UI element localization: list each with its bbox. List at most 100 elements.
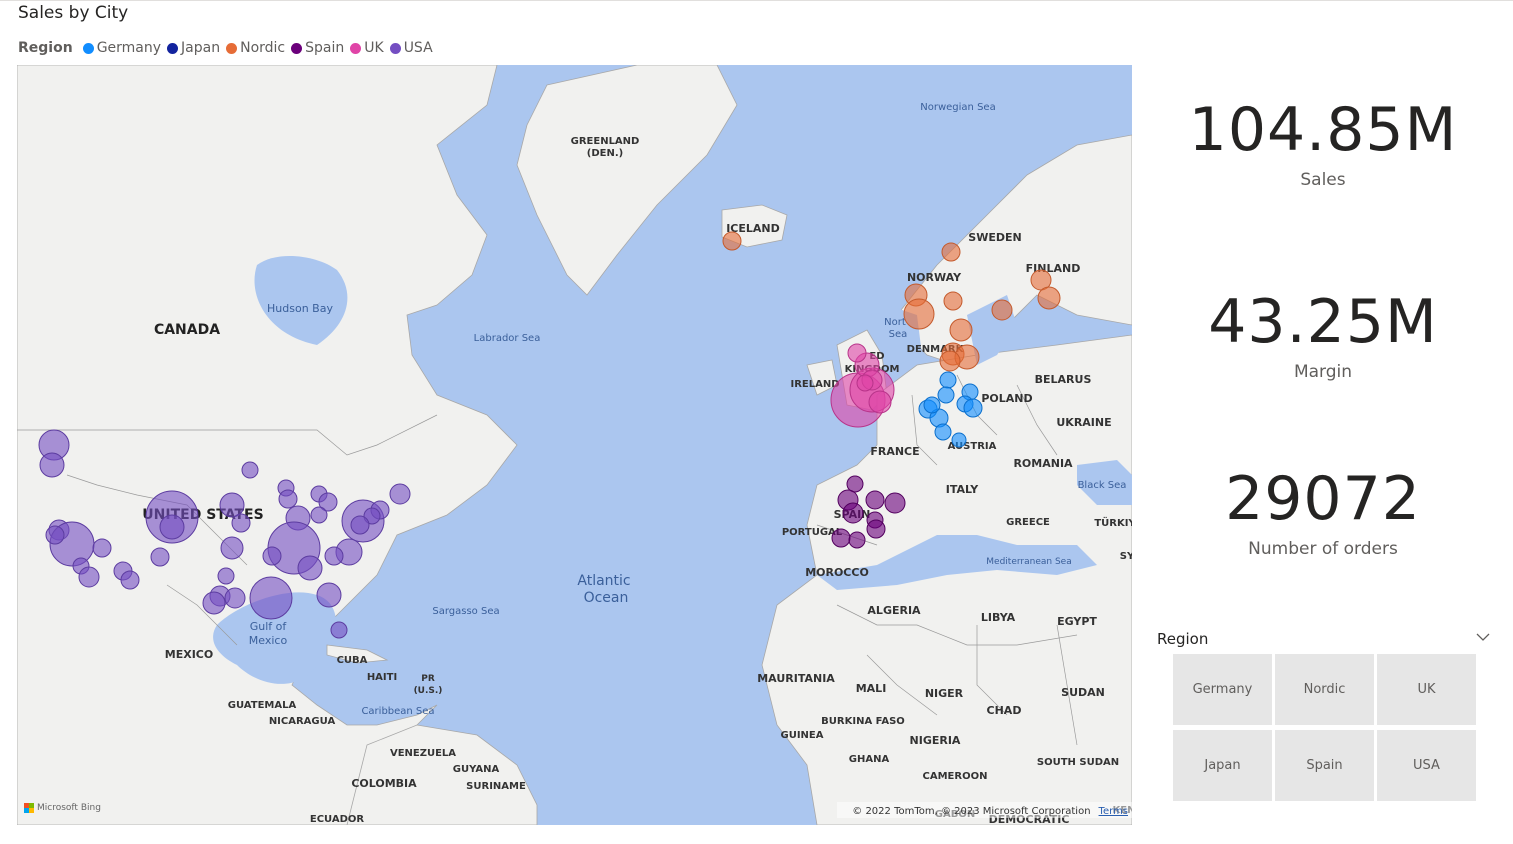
legend-item-usa[interactable]: USA: [389, 40, 433, 56]
bubble-nordic: [722, 231, 742, 251]
water-hudson-bay: [254, 255, 348, 345]
bubble-spain: [831, 528, 851, 548]
bubble-germany: [937, 386, 955, 404]
map-label: CANADA: [154, 322, 220, 338]
slicer-tile-nordic[interactable]: Nordic: [1275, 654, 1374, 725]
map-label: NORWAY: [907, 271, 962, 284]
map-label: ALGERIA: [867, 604, 921, 617]
legend-dot: [82, 42, 94, 54]
map-label: Norwegian Sea: [920, 102, 995, 113]
bubble-usa: [39, 452, 65, 478]
legend-dot: [226, 42, 238, 54]
map-label: Hudson Bay: [267, 302, 333, 315]
bubble-germany: [951, 432, 967, 448]
chevron-down-icon[interactable]: [1475, 629, 1491, 645]
bubble-usa: [249, 576, 293, 620]
legend-title: Region: [18, 40, 73, 56]
bubble-usa: [318, 492, 338, 512]
slicer-tile-uk[interactable]: UK: [1377, 654, 1476, 725]
map-label: (DEN.): [587, 148, 623, 159]
bubble-uk: [868, 390, 892, 414]
bubble-usa: [310, 506, 328, 524]
slicer-tile-japan[interactable]: Japan: [1173, 730, 1272, 801]
bubble-usa: [350, 515, 370, 535]
land-scandinavia: [896, 134, 1132, 366]
legend-item-uk[interactable]: UK: [350, 40, 384, 56]
map-label: PORTUGAL: [782, 527, 843, 538]
slicer-tile-usa[interactable]: USA: [1377, 730, 1476, 801]
map-label: SY: [1120, 551, 1132, 562]
kpi-card-orders[interactable]: 29072 Number of orders: [1160, 469, 1486, 559]
map-label: Nort: [884, 317, 906, 328]
legend-label: Spain: [305, 40, 345, 56]
bubble-spain: [866, 519, 886, 539]
land-europe-africa: [761, 334, 1132, 825]
map-label: DENMARK: [907, 344, 965, 355]
water-black-sea: [1077, 460, 1132, 505]
kpi-label: Sales: [1300, 170, 1346, 190]
terms-link[interactable]: Terms: [1098, 806, 1128, 817]
land-south-america: [346, 724, 538, 825]
slicer-tile-germany[interactable]: Germany: [1173, 654, 1272, 725]
map-label: POLAND: [981, 392, 1032, 405]
kpi-value: 43.25M: [1208, 287, 1438, 357]
legend-item-spain[interactable]: Spain: [291, 40, 344, 56]
bubble-spain: [846, 475, 864, 493]
bubble-spain: [884, 492, 906, 514]
kpi-value: 29072: [1225, 464, 1421, 534]
bubble-uk: [856, 374, 874, 392]
bing-logo-text: Microsoft Bing: [37, 803, 101, 813]
map-label: GUYANA: [453, 764, 500, 775]
kpi-label: Margin: [1293, 362, 1353, 382]
map-label: NIGERIA: [910, 734, 961, 747]
map-label: COLOMBIA: [351, 777, 417, 790]
map-label: NIGER: [925, 687, 964, 700]
kpi-card-margin[interactable]: 43.25M Margin: [1160, 292, 1486, 382]
legend-item-nordic[interactable]: Nordic: [226, 40, 285, 56]
map-label: GUATEMALA: [228, 700, 297, 711]
legend-dot: [291, 42, 303, 54]
top-border: [0, 0, 1513, 1]
bubble-nordic: [943, 291, 963, 311]
bubble-usa: [217, 567, 235, 585]
legend-item-germany[interactable]: Germany: [82, 40, 161, 56]
kpi-card-sales[interactable]: 104.85M Sales: [1160, 100, 1486, 190]
bubble-usa: [231, 513, 251, 533]
region-slicer-tiles: Germany Nordic UK Japan Spain USA: [1173, 654, 1477, 801]
legend-dot: [389, 42, 401, 54]
map-visual-title: Sales by City: [18, 3, 129, 23]
map-label: MOROCCO: [805, 566, 869, 579]
map-label: CAMEROON: [923, 771, 988, 782]
map-label: CHAD: [987, 704, 1022, 717]
legend-label: USA: [403, 40, 433, 56]
bubble-usa: [297, 555, 323, 581]
map-label: NICARAGUA: [269, 716, 336, 727]
bubble-nordic: [1037, 286, 1061, 310]
bubble-map[interactable]: GREENLAND (DEN.) Norwegian Sea ICELAND S…: [17, 65, 1132, 825]
bubble-nordic: [949, 318, 973, 342]
water-mediterranean: [817, 535, 1097, 590]
map-label: GREECE: [1006, 517, 1050, 528]
bubble-usa: [78, 566, 100, 588]
map-label: ROMANIA: [1013, 457, 1073, 470]
region-slicer-header: Region: [1157, 629, 1493, 651]
bubble-usa: [262, 546, 282, 566]
land-cuba: [326, 644, 389, 664]
map-canvas[interactable]: GREENLAND (DEN.) Norwegian Sea ICELAND S…: [17, 65, 1132, 825]
bubble-usa: [92, 538, 112, 558]
bubble-usa: [120, 570, 140, 590]
map-label: MALI: [856, 682, 887, 695]
map-label: VENEZUELA: [390, 748, 456, 759]
bubble-spain: [842, 502, 864, 524]
map-label: MEXICO: [165, 648, 213, 661]
legend-label: Nordic: [240, 40, 286, 56]
legend-label: UK: [364, 40, 384, 56]
map-label: ECUADOR: [310, 814, 365, 825]
map-label: Sea: [889, 329, 908, 340]
slicer-tile-spain[interactable]: Spain: [1275, 730, 1374, 801]
bubble-usa: [316, 582, 342, 608]
map-label: SUDAN: [1061, 686, 1105, 699]
map-label: UKRAINE: [1056, 416, 1111, 429]
legend-item-japan[interactable]: Japan: [167, 40, 220, 56]
map-label: Black Sea: [1078, 480, 1127, 491]
